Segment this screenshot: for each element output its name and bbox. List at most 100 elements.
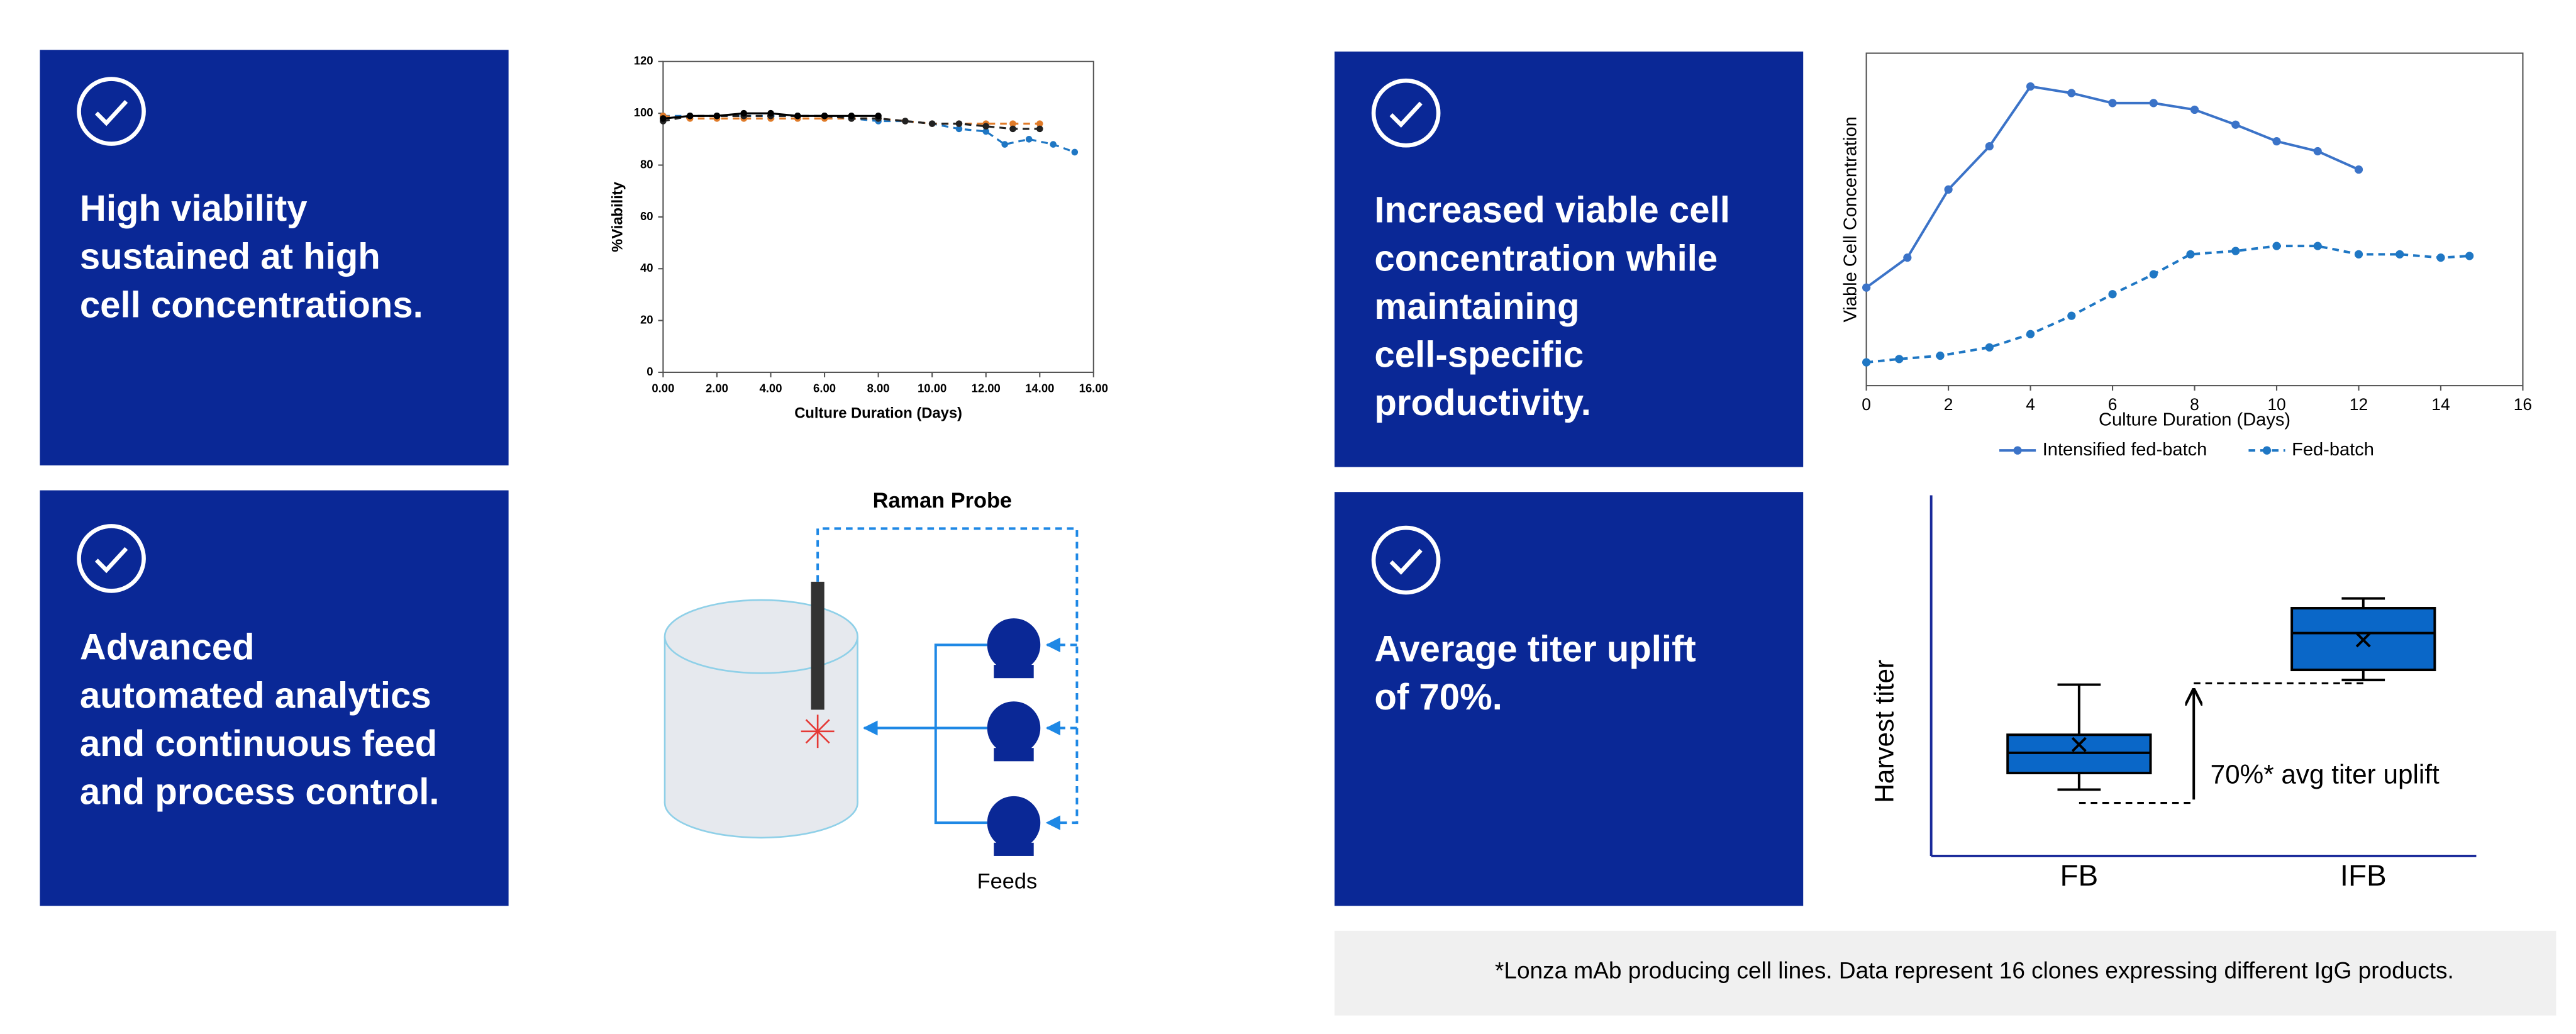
data-point <box>1071 148 1079 156</box>
plot-frame <box>662 60 1094 374</box>
x-tick-label: 12 <box>2350 395 2368 414</box>
data-point <box>2026 82 2035 91</box>
y-tick-label: 0 <box>647 365 653 378</box>
card-text: cell-specific <box>1374 335 1584 375</box>
x-tick-label: 14.00 <box>1025 381 1054 394</box>
mean-marker <box>2071 737 2087 752</box>
data-point <box>2190 105 2199 114</box>
data-point <box>902 118 909 125</box>
series-line <box>1865 85 2360 289</box>
card <box>1334 51 1804 467</box>
x-tick-label: FB <box>2060 859 2098 892</box>
plot-frame <box>1865 52 2524 387</box>
card-text: of 70%. <box>1374 677 1502 718</box>
data-point <box>2026 330 2035 338</box>
y-tick-label: 80 <box>640 157 653 170</box>
annotation: 70%* avg titer uplift <box>2211 759 2440 789</box>
footnote-box <box>1334 930 2557 1016</box>
card-text: cell concentrations. <box>80 284 423 325</box>
data-point <box>955 125 963 133</box>
card <box>40 50 509 465</box>
y-tick-label: 60 <box>640 209 653 223</box>
data-point <box>1903 253 1912 262</box>
x-axis-label: Culture Duration (Days) <box>2099 409 2290 430</box>
data-point <box>1862 358 1871 367</box>
card-text: automated analytics <box>80 675 431 716</box>
data-point <box>2313 242 2322 250</box>
data-point <box>794 112 801 120</box>
x-tick-label: 12.00 <box>972 381 1001 394</box>
x-tick-label: 4.00 <box>760 381 782 394</box>
data-point <box>2231 120 2240 129</box>
data-point <box>1944 185 1953 194</box>
data-point <box>2313 147 2322 156</box>
data-point <box>2436 253 2445 262</box>
data-point <box>2396 250 2404 258</box>
x-tick-label: 10 <box>2267 395 2285 414</box>
card-text: and continuous feed <box>80 723 437 764</box>
data-point <box>713 112 721 120</box>
data-point <box>2067 89 2076 97</box>
data-point <box>2108 290 2117 299</box>
data-point <box>2149 270 2158 279</box>
data-point <box>2149 99 2158 108</box>
y-axis-label: %Viability <box>609 181 626 252</box>
data-point <box>1936 351 1945 360</box>
data-point <box>1985 343 1994 352</box>
data-point <box>2231 247 2240 255</box>
x-tick-label: 0.00 <box>652 381 674 394</box>
data-point <box>955 120 963 127</box>
series-line <box>1866 245 2470 364</box>
data-point <box>1036 120 1043 127</box>
bioreactor-diagram <box>663 527 1079 856</box>
data-point <box>1025 136 1033 143</box>
data-point <box>2465 252 2474 260</box>
data-point <box>2354 165 2363 174</box>
data-point <box>875 112 882 120</box>
card-text: Advanced <box>80 627 255 668</box>
data-point <box>686 112 694 120</box>
data-point <box>848 112 855 120</box>
x-tick-label: IFB <box>2340 859 2387 892</box>
x-tick-label: 16 <box>2514 395 2532 414</box>
feeds-label: Feeds <box>977 869 1037 893</box>
card-text: sustained at high <box>80 236 380 277</box>
x-tick-label: 14 <box>2431 395 2450 414</box>
data-point <box>982 123 989 130</box>
footnote: *Lonza mAb producing cell lines. Data re… <box>1495 958 2454 984</box>
data-point <box>767 109 774 117</box>
y-tick-label: 100 <box>634 106 653 119</box>
data-point <box>2354 250 2363 258</box>
x-tick-label: 0 <box>1862 395 1871 414</box>
data-point <box>660 115 667 122</box>
y-axis-label: Viable Cell Concentration <box>1841 116 1861 322</box>
diagram-title: Raman Probe <box>873 489 1012 513</box>
data-point <box>1985 142 1994 151</box>
data-point <box>2067 311 2076 320</box>
x-tick-label: 6 <box>2108 395 2118 414</box>
card-text: concentration while <box>1374 238 1718 279</box>
card-text: maintaining <box>1374 286 1579 327</box>
data-point <box>821 112 828 120</box>
check-icons <box>77 77 1441 595</box>
data-point <box>1050 141 1057 148</box>
card-text: productivity. <box>1374 382 1591 423</box>
y-tick-label: 20 <box>640 313 653 326</box>
data-point <box>982 128 989 135</box>
x-axis-label: Culture Duration (Days) <box>794 404 962 421</box>
mean-marker <box>2355 632 2371 648</box>
y-tick-label: 40 <box>640 261 653 274</box>
data-point <box>2108 99 2117 108</box>
x-tick-label: 8.00 <box>867 381 890 394</box>
data-point <box>1009 125 1016 133</box>
legend-marker <box>2013 446 2022 455</box>
x-tick-label: 4 <box>2026 395 2035 414</box>
card-text: Average titer uplift <box>1374 628 1696 669</box>
data-point <box>2272 137 2281 146</box>
card-text: and process control. <box>80 772 440 813</box>
x-tick-label: 16.00 <box>1079 381 1108 394</box>
x-tick-label: 2 <box>1944 395 1953 414</box>
data-point <box>1009 120 1016 127</box>
